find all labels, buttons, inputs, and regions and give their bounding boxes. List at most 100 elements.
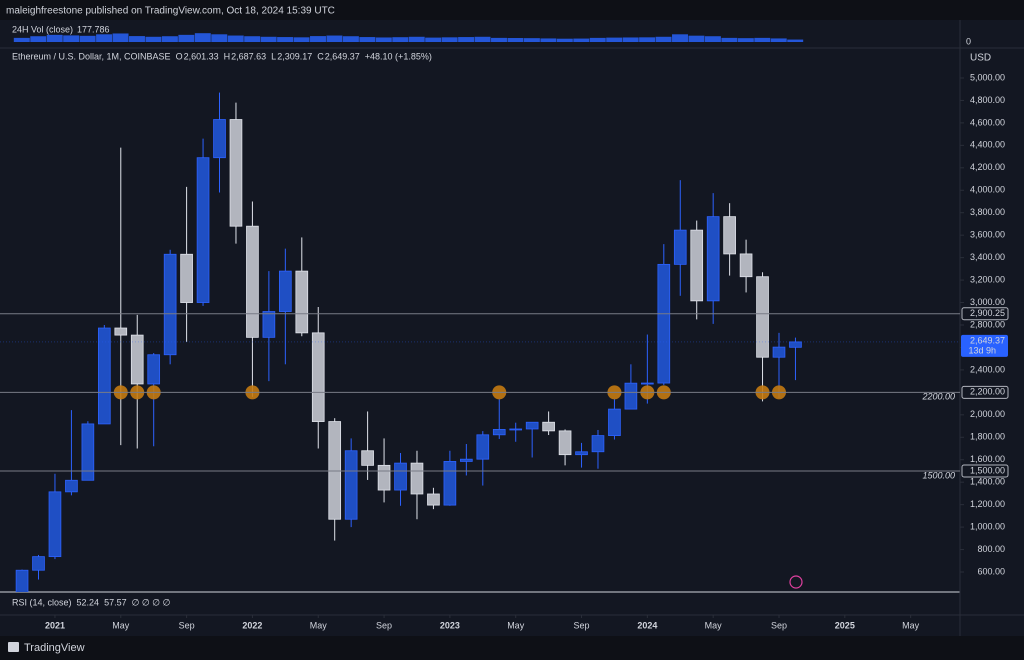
level-label-box xyxy=(961,464,1009,478)
footer-bar xyxy=(0,636,1024,660)
last-price-box xyxy=(961,334,1008,357)
candle-body xyxy=(525,421,539,430)
candle-body xyxy=(542,421,555,432)
candle-body xyxy=(196,157,210,303)
candle-body xyxy=(657,263,671,384)
candle-body xyxy=(641,382,654,385)
volume-bar xyxy=(310,36,326,42)
volume-bar xyxy=(408,36,425,42)
candle-body xyxy=(756,276,769,358)
y-tick-label: 4,400.00 xyxy=(970,140,1005,150)
y-tick-label: 4,000.00 xyxy=(970,185,1005,195)
volume-bar xyxy=(194,33,211,42)
volume-bar xyxy=(46,34,63,42)
x-tick-label: 2024 xyxy=(637,620,657,630)
legend-text: C xyxy=(317,51,324,61)
candle-body xyxy=(575,451,588,456)
x-tick-label: 2023 xyxy=(440,620,460,630)
x-tick-label: Sep xyxy=(376,620,392,630)
candle-body xyxy=(147,354,161,385)
volume-bar xyxy=(523,38,540,42)
candle-body xyxy=(394,462,407,491)
volume-tick-label: 0 xyxy=(966,36,971,46)
candle-body xyxy=(246,225,259,338)
candle-body xyxy=(476,434,490,460)
volume-bar xyxy=(754,37,771,42)
volume-bar xyxy=(63,35,80,42)
level-label: 2,200.00 xyxy=(970,387,1005,397)
volume-bar xyxy=(655,36,672,42)
legend-text: 2,649.37 xyxy=(325,51,360,61)
candle-body xyxy=(15,569,29,592)
volume-bar xyxy=(622,37,639,42)
legend-text: +48.10 (+1.85%) xyxy=(365,51,432,61)
candle-body xyxy=(311,332,325,422)
volume-bar xyxy=(441,37,458,42)
x-tick-label: Sep xyxy=(574,620,590,630)
candle-body xyxy=(690,229,704,302)
level-label-box xyxy=(961,385,1009,399)
candle-body xyxy=(279,270,292,312)
volume-bar xyxy=(79,35,96,42)
volume-bar xyxy=(639,37,656,42)
y-tick-label: 1,600.00 xyxy=(970,454,1005,464)
rsi-text: RSI (14, close) xyxy=(12,597,72,607)
candle-body xyxy=(427,493,440,506)
currency-label: USD xyxy=(970,53,991,64)
candle-body xyxy=(32,556,45,571)
candle-body xyxy=(81,423,95,481)
tv-logo xyxy=(8,642,19,652)
y-tick-label: 1,000.00 xyxy=(970,521,1005,531)
candle-body xyxy=(163,253,177,356)
volume-bar xyxy=(260,36,277,42)
volume-bar xyxy=(326,35,343,42)
y-tick-label: 2,800.00 xyxy=(970,319,1005,329)
candle-body xyxy=(98,327,111,425)
header-bar xyxy=(0,0,1024,20)
legend-text: Ethereum / U.S. Dollar, 1M, COINBASE xyxy=(12,51,171,61)
legend-text: L xyxy=(271,51,276,61)
header-text: maleighfreestone published on TradingVie… xyxy=(6,6,335,17)
volume-bar xyxy=(227,35,244,42)
x-tick-label: 2021 xyxy=(45,620,65,630)
candle-body xyxy=(130,334,144,385)
candle-body xyxy=(344,450,358,520)
volume-bar xyxy=(392,37,409,42)
y-tick-label: 1,800.00 xyxy=(970,432,1005,442)
candle-body xyxy=(460,458,473,462)
level-label: 2,900.25 xyxy=(970,308,1005,318)
volume-last: 177.786 xyxy=(77,24,110,34)
candle-body xyxy=(624,382,638,410)
y-tick-label: 3,200.00 xyxy=(970,274,1005,284)
legend-text: 2,309.17 xyxy=(277,51,312,61)
volume-bar xyxy=(161,36,178,42)
volume-bar xyxy=(112,33,129,42)
y-tick-label: 2,400.00 xyxy=(970,364,1005,374)
volume-bar xyxy=(211,34,228,42)
legend-text: 2,687.63 xyxy=(231,51,266,61)
volume-bar xyxy=(589,37,606,42)
volume-bar xyxy=(787,39,804,42)
countdown-label: 13d 9h xyxy=(968,345,996,355)
volume-bar xyxy=(721,37,738,42)
y-tick-label: 2,000.00 xyxy=(970,409,1005,419)
y-tick-label: 5,000.00 xyxy=(970,72,1005,82)
x-tick-label: May xyxy=(507,620,525,630)
volume-bar xyxy=(244,36,261,42)
volume-bar xyxy=(30,36,47,42)
y-tick-label: 4,600.00 xyxy=(970,117,1005,127)
candle-body xyxy=(328,421,342,520)
volume-bar xyxy=(606,37,623,42)
x-tick-label: 2022 xyxy=(242,620,262,630)
volume-bar xyxy=(507,38,524,42)
candle-body xyxy=(789,341,802,348)
candle-body xyxy=(772,346,786,358)
y-tick-label: 3,600.00 xyxy=(970,230,1005,240)
x-tick-label: May xyxy=(310,620,328,630)
candle-body xyxy=(213,119,226,159)
candle-body xyxy=(262,311,276,338)
candle-body xyxy=(608,408,621,436)
